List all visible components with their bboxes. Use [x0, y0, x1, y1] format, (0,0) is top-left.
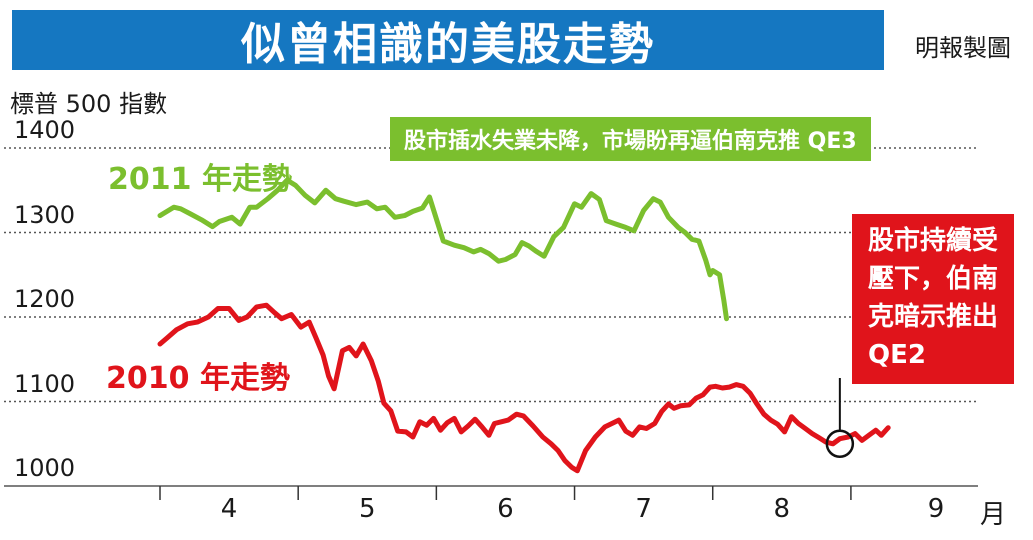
y-tick-label: 1300	[14, 200, 76, 229]
y-tick-label: 1100	[14, 369, 76, 398]
x-tick-label: 6	[497, 494, 514, 524]
series-line-2011	[157, 177, 729, 322]
annotation-qe2-line-1: 股市持續受	[868, 226, 999, 256]
x-axis-unit: 月	[980, 500, 1007, 530]
markers	[825, 378, 855, 458]
annotation-qe3: 股市插水失業未降，市場盼再逼伯南克推 QE3	[390, 117, 871, 161]
series-lines	[157, 177, 891, 474]
title-bar	[12, 10, 884, 70]
qe2-marker-circle	[825, 429, 855, 458]
header-banner: 似曾相識的美股走勢 明報製圖	[0, 0, 1033, 72]
series-label-2010: 2010 年走勢	[106, 361, 290, 396]
x-tick-label: 4	[220, 494, 238, 524]
x-tick-label: 5	[358, 494, 376, 524]
x-ticks	[159, 486, 852, 500]
x-tick-label: 7	[635, 494, 652, 524]
y-tick-label: 1000	[14, 454, 76, 482]
series-line-2010	[157, 302, 891, 474]
chart-title: 似曾相識的美股走勢	[241, 19, 655, 70]
annotation-qe2-line-3: 克暗示推出	[868, 302, 999, 332]
annotation-qe2: 股市持續受 壓下，伯南 克暗示推出 QE2	[852, 214, 1014, 384]
x-tick-label: 9	[927, 494, 945, 524]
y-tick-label: 1400	[14, 116, 76, 144]
x-tick-label: 8	[773, 494, 791, 524]
y-tick-label: 1200	[14, 285, 76, 313]
series-label-2011: 2011 年走勢	[108, 162, 292, 197]
source-credit: 明報製圖	[915, 34, 1011, 62]
annotation-qe2-line-2: 壓下，伯南	[868, 264, 999, 294]
annotation-qe2-line-4: QE2	[868, 340, 926, 370]
y-axis-label: 標普 500 指數	[10, 90, 168, 118]
